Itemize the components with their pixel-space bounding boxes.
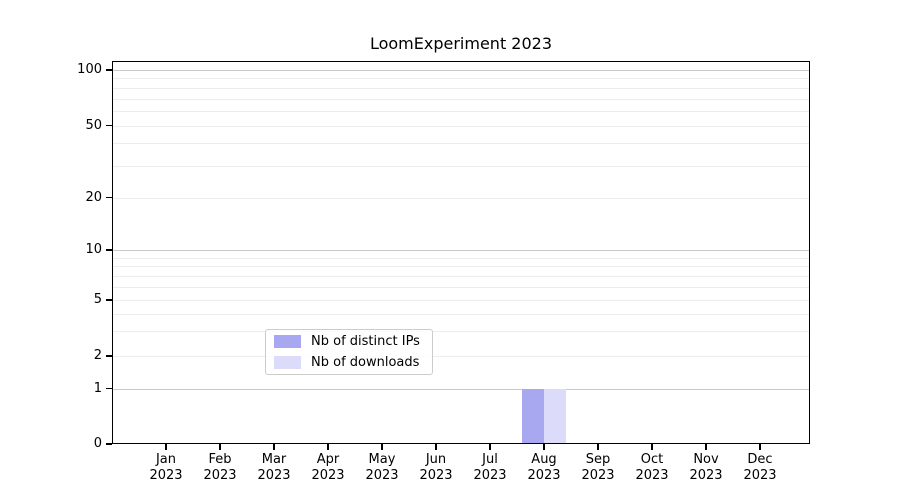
minor-gridline bbox=[112, 143, 810, 145]
legend-label: Nb of distinct IPs bbox=[311, 334, 420, 349]
y-tick-label: 50 bbox=[85, 117, 102, 133]
minor-gridline bbox=[112, 110, 810, 112]
y-tick-mark bbox=[106, 69, 112, 71]
minor-gridline bbox=[112, 257, 810, 259]
minor-gridline bbox=[112, 266, 810, 268]
legend: Nb of distinct IPs Nb of downloads bbox=[265, 329, 433, 375]
y-tick-label: 20 bbox=[85, 189, 102, 205]
major-gridline bbox=[112, 250, 810, 251]
x-tick-mark bbox=[435, 444, 437, 450]
y-tick-label: 1 bbox=[93, 380, 102, 396]
y-tick-mark bbox=[106, 443, 112, 445]
x-tick-label: Dec 2023 bbox=[743, 452, 777, 483]
legend-swatch-downloads bbox=[274, 356, 301, 369]
y-tick-mark bbox=[106, 387, 112, 390]
x-tick-label: Mar 2023 bbox=[257, 452, 291, 483]
x-tick-label: Nov 2023 bbox=[689, 452, 723, 483]
x-tick-mark bbox=[489, 444, 491, 450]
minor-gridline bbox=[112, 331, 810, 333]
chart-title: LoomExperiment 2023 bbox=[369, 34, 553, 53]
x-tick-mark bbox=[219, 444, 221, 450]
y-tick-mark bbox=[106, 249, 112, 251]
y-tick-label: 5 bbox=[93, 292, 102, 307]
minor-gridline bbox=[112, 87, 810, 89]
x-tick-label: Sep 2023 bbox=[581, 452, 615, 483]
major-gridline bbox=[112, 70, 810, 71]
legend-label: Nb of downloads bbox=[311, 355, 420, 370]
x-tick-label: Aug 2023 bbox=[527, 452, 561, 483]
y-tick-mark bbox=[106, 124, 112, 127]
minor-gridline bbox=[112, 313, 810, 315]
minor-gridline bbox=[112, 98, 810, 100]
x-tick-mark bbox=[165, 444, 167, 450]
x-tick-mark bbox=[705, 444, 707, 450]
x-tick-label: Apr 2023 bbox=[311, 452, 345, 483]
minor-gridline bbox=[112, 300, 810, 301]
x-tick-label: Jun 2023 bbox=[419, 452, 453, 483]
y-tick-mark bbox=[106, 299, 112, 301]
x-tick-mark bbox=[381, 444, 383, 450]
minor-gridline bbox=[112, 125, 810, 127]
x-tick-mark bbox=[651, 444, 653, 450]
y-tick-mark bbox=[106, 196, 112, 199]
x-tick-mark bbox=[273, 444, 275, 450]
x-tick-label: Jul 2023 bbox=[473, 452, 507, 483]
bar-nb-of-downloads bbox=[544, 388, 566, 444]
minor-gridline bbox=[112, 356, 810, 357]
x-tick-label: Oct 2023 bbox=[635, 452, 669, 483]
minor-gridline bbox=[112, 197, 810, 199]
legend-item-distinct-ips: Nb of distinct IPs bbox=[266, 332, 432, 351]
minor-gridline bbox=[112, 165, 810, 167]
y-tick-mark bbox=[106, 355, 112, 357]
minor-gridline bbox=[112, 275, 810, 277]
plot-area bbox=[112, 61, 810, 444]
x-tick-label: Jan 2023 bbox=[149, 452, 183, 483]
x-tick-label: May 2023 bbox=[365, 452, 399, 483]
y-tick-label: 100 bbox=[77, 62, 102, 77]
y-tick-label: 2 bbox=[93, 348, 102, 363]
bar-nb-of-distinct-ips bbox=[522, 388, 544, 444]
minor-gridline bbox=[112, 78, 810, 80]
minor-gridline bbox=[112, 286, 810, 288]
major-gridline bbox=[112, 388, 810, 390]
x-tick-mark bbox=[327, 444, 329, 450]
y-tick-label: 10 bbox=[85, 242, 102, 257]
x-tick-mark bbox=[759, 444, 761, 450]
x-tick-mark bbox=[597, 444, 599, 450]
legend-swatch-distinct-ips bbox=[274, 335, 301, 348]
x-tick-label: Feb 2023 bbox=[203, 452, 237, 483]
y-tick-label: 0 bbox=[93, 436, 102, 451]
x-tick-mark bbox=[543, 444, 545, 450]
legend-item-downloads: Nb of downloads bbox=[266, 353, 432, 372]
